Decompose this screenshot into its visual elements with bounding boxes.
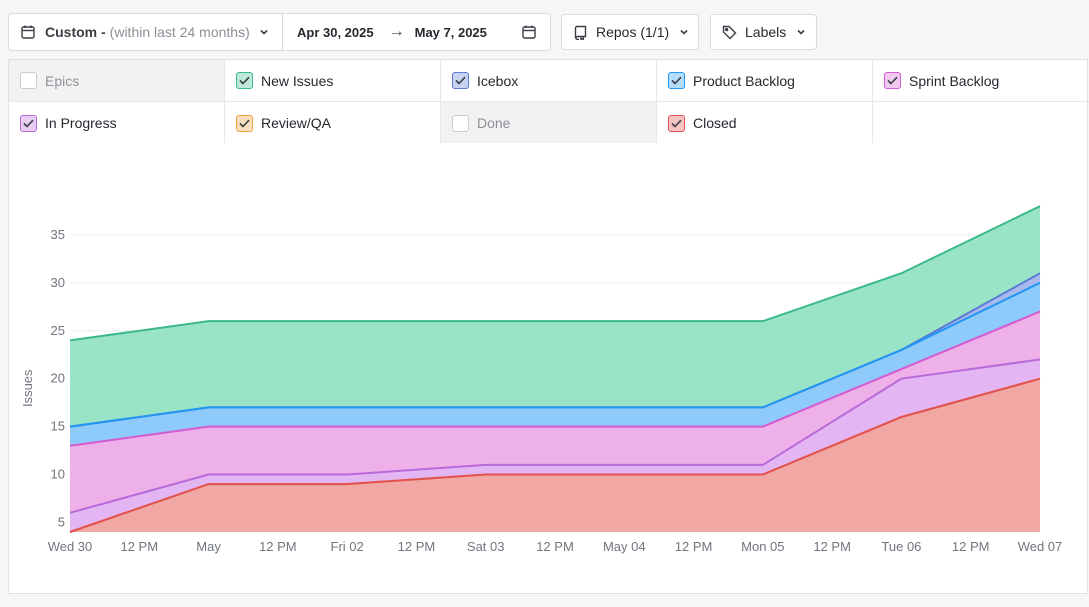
check-icon: [239, 76, 250, 85]
filter-label: Epics: [45, 72, 80, 89]
x-tick-label: 12 PM: [536, 539, 574, 554]
pipeline-filter-grid: Epics New Issues Icebox Product Backlog Spri…: [8, 59, 1089, 144]
repos-dropdown[interactable]: Repos (1/1): [561, 14, 699, 50]
check-icon: [239, 119, 250, 128]
filter-sprint-backlog[interactable]: Sprint Backlog: [873, 60, 1089, 102]
filter-label: Review/QA: [261, 115, 332, 131]
filter-done[interactable]: Done: [441, 102, 657, 144]
line-sprint-backlog: [69, 310, 1041, 447]
date-inputs[interactable]: Apr 30, 2025 → May 7, 2025: [283, 14, 550, 50]
filter-product-backlog[interactable]: Product Backlog: [657, 60, 873, 102]
check-icon: [887, 76, 898, 85]
x-tick-label: 12 PM: [259, 539, 297, 554]
x-tick-label: 12 PM: [398, 539, 436, 554]
filter-new-issues[interactable]: New Issues: [225, 60, 441, 102]
check-icon: [455, 76, 466, 85]
date-range-dropdown[interactable]: Custom - (within last 24 months): [9, 14, 283, 50]
range-hint: (within last 24 months): [109, 24, 250, 40]
y-tick-label: 25: [51, 323, 65, 338]
x-tick-label: May 04: [603, 539, 646, 554]
filter-icebox[interactable]: Icebox: [441, 60, 657, 102]
line-closed: [69, 377, 1041, 533]
chevron-down-icon: [258, 26, 270, 38]
cumulative-flow-chart: 5 10 15 20 25 30 35 Issues Wed 30 12 PM May 12 PM Fr…: [20, 205, 1063, 554]
filter-label: In Progress: [45, 115, 117, 131]
tag-icon: [722, 25, 737, 40]
labels-dropdown[interactable]: Labels: [710, 14, 817, 50]
x-tick-label: Wed 07: [1018, 539, 1063, 554]
y-tick-label: 15: [51, 419, 65, 434]
line-in-progress: [69, 358, 1041, 514]
x-tick-label: 12 PM: [813, 539, 851, 554]
x-tick-label: Tue 06: [881, 539, 921, 554]
checkbox[interactable]: [452, 114, 469, 132]
line-new-issues: [69, 205, 1041, 342]
filter-empty-cell: [873, 102, 1089, 144]
end-date[interactable]: May 7, 2025: [414, 24, 487, 40]
x-tick-label: May: [196, 539, 221, 554]
filter-label: New Issues: [261, 72, 334, 89]
x-tick-label: Sat 03: [467, 539, 505, 554]
y-tick-label: 35: [51, 227, 65, 242]
filter-label: Done: [477, 115, 511, 131]
filter-label: Sprint Backlog: [909, 72, 1000, 89]
checkbox[interactable]: [236, 114, 253, 132]
filter-review-qa[interactable]: Review/QA: [225, 102, 441, 144]
x-tick-label: 12 PM: [675, 539, 713, 554]
repos-label: Repos (1/1): [596, 24, 670, 40]
calendar-icon: [20, 24, 36, 40]
range-label: Custom -: [45, 24, 106, 40]
y-tick-label: 30: [51, 275, 65, 290]
chevron-down-icon: [795, 26, 807, 38]
checkbox[interactable]: [20, 114, 37, 132]
labels-label: Labels: [745, 24, 787, 40]
repo-icon: [574, 25, 588, 40]
arrow-right-icon: →: [388, 23, 405, 40]
check-icon: [671, 119, 682, 128]
x-tick-label: Wed 30: [48, 539, 93, 554]
checkbox[interactable]: [884, 72, 901, 89]
chart-panel: 5 10 15 20 25 30 35 Issues Wed 30 12 PM May 12 PM Fr…: [8, 143, 1088, 594]
toolbar: Custom - (within last 24 months) Apr 30,…: [8, 13, 551, 51]
checkbox[interactable]: [452, 72, 469, 89]
filter-epics[interactable]: Epics: [9, 60, 225, 102]
filter-label: Product Backlog: [693, 72, 795, 89]
x-tick-label: 12 PM: [120, 539, 158, 554]
start-date[interactable]: Apr 30, 2025: [297, 24, 374, 40]
checkbox[interactable]: [668, 114, 685, 132]
y-tick-label: 20: [51, 371, 65, 386]
filter-in-progress[interactable]: In Progress: [9, 102, 225, 144]
checkbox[interactable]: [20, 72, 37, 89]
check-icon: [23, 119, 34, 128]
calendar-icon[interactable]: [521, 24, 537, 40]
y-tick-label: 10: [51, 467, 65, 482]
x-tick-label: Fri 02: [331, 539, 364, 554]
filter-label: Icebox: [477, 72, 519, 89]
chevron-down-icon: [678, 26, 690, 38]
x-tick-label: Mon 05: [741, 539, 784, 554]
y-axis-label: Issues: [20, 369, 35, 407]
date-range-group: Custom - (within last 24 months) Apr 30,…: [8, 13, 551, 51]
x-tick-label: 12 PM: [952, 539, 990, 554]
y-tick-label: 5: [58, 514, 65, 529]
check-icon: [671, 76, 682, 85]
checkbox[interactable]: [668, 72, 685, 89]
filter-label: Closed: [693, 115, 737, 131]
filter-closed[interactable]: Closed: [657, 102, 873, 144]
checkbox[interactable]: [236, 72, 253, 89]
line-product-backlog: [69, 281, 1041, 428]
area-closed: [70, 378, 1040, 532]
